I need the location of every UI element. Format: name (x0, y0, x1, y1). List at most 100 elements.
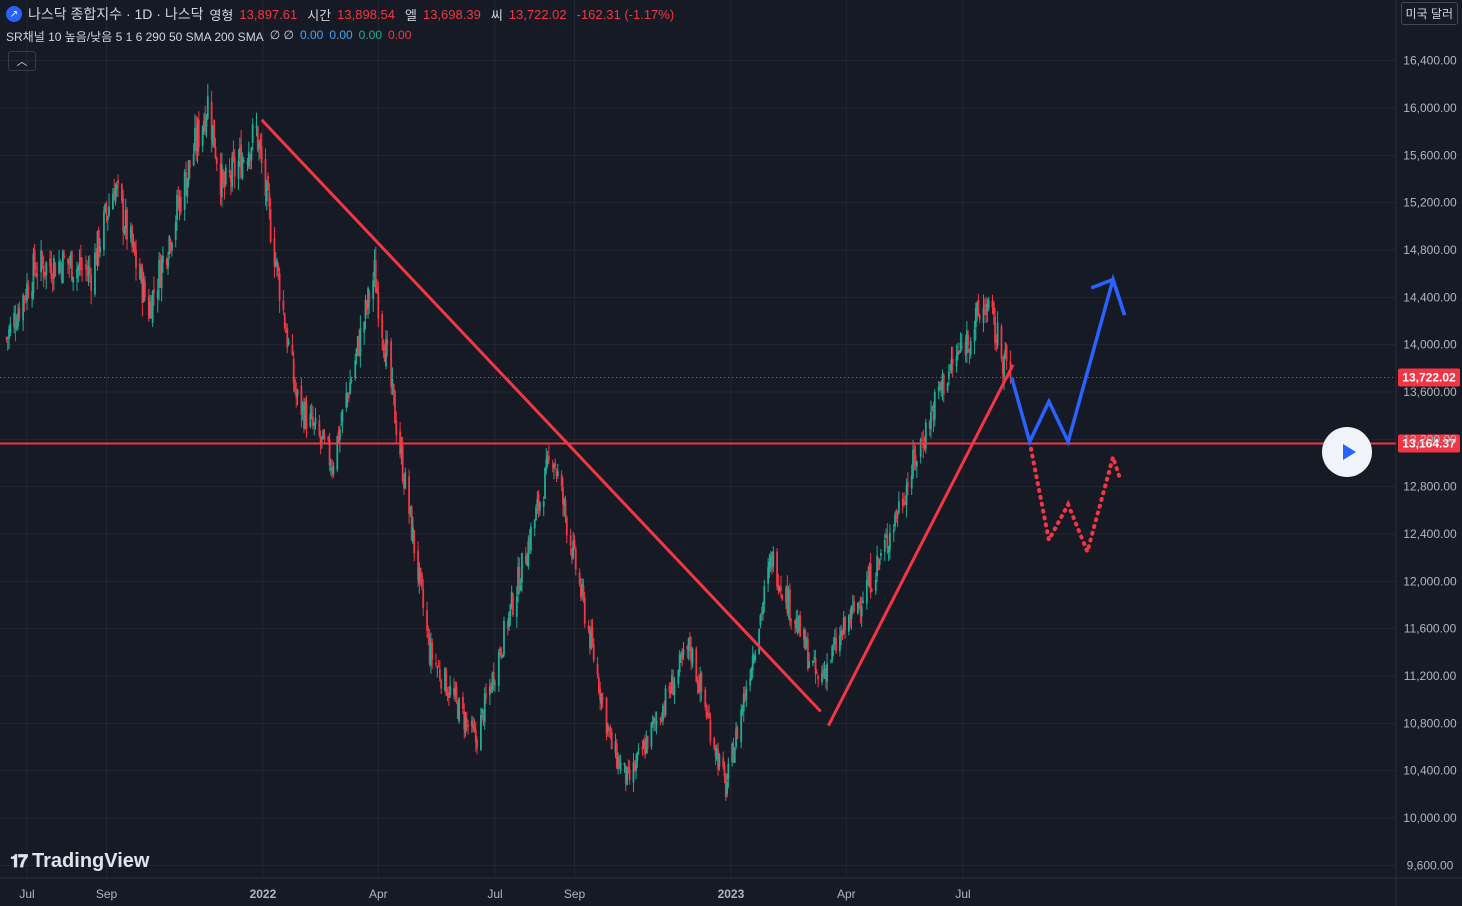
candle-body (741, 708, 744, 712)
candle-body (381, 313, 384, 338)
candle-body (790, 619, 793, 621)
candle-body (950, 359, 953, 371)
candle-body (831, 645, 834, 660)
candle-body (671, 675, 673, 694)
candle-body (597, 677, 600, 693)
candle-body (24, 295, 27, 301)
y-tick-label: 12,400.00 (1403, 527, 1457, 541)
candle-body (812, 660, 814, 664)
candle-body (295, 392, 298, 398)
candle-body (205, 117, 208, 127)
candle-body (651, 721, 654, 724)
candle-body (681, 651, 684, 659)
replay-play-button[interactable] (1322, 427, 1372, 477)
candle-body (215, 157, 218, 164)
candle-body (440, 679, 443, 689)
candle-body (22, 295, 25, 321)
indicator-value-2: 0.00 (329, 28, 353, 42)
candle-body (412, 527, 414, 543)
candle-body (614, 741, 617, 753)
candle-body (114, 188, 117, 203)
high-label: 시간 (307, 7, 332, 23)
candle-body (265, 181, 268, 202)
candle-body (210, 101, 213, 140)
symbol-title[interactable]: 나스닥 종합지수 · 1D · 나스닥 (28, 6, 204, 22)
candle-body (889, 532, 891, 550)
indicator-legend[interactable]: SR채널 10 높음/낮음 5 1 6 290 50 SMA 200 SMA ∅… (6, 28, 411, 45)
candle-body (500, 651, 503, 656)
candle-body (903, 501, 905, 506)
candle-body (390, 341, 393, 387)
currency-button[interactable]: 미국 달러 (1400, 2, 1458, 25)
candle-body (869, 563, 872, 593)
candle-body (789, 589, 791, 622)
grid-lines (0, 0, 1396, 878)
candle-body (849, 619, 852, 624)
candle-body (592, 644, 595, 661)
candle-body (170, 243, 173, 251)
x-tick-label: Apr (837, 887, 856, 901)
candle-body (955, 355, 958, 367)
candle-body (986, 303, 989, 312)
candle-body (609, 729, 612, 732)
candle-body (519, 585, 522, 590)
candle-body (331, 467, 334, 472)
candle-body (580, 584, 582, 598)
candle-body (862, 600, 864, 603)
candle-body (600, 694, 603, 704)
candle-body (367, 288, 369, 309)
y-tick-label: 15,200.00 (1403, 196, 1457, 210)
candle-body (847, 615, 850, 632)
candle-body (70, 251, 73, 281)
tradingview-logo[interactable]: 𝟏𝟕 TradingView (10, 850, 149, 873)
candle-body (736, 727, 739, 739)
candle-body (887, 546, 890, 553)
candle-body (123, 230, 126, 234)
candle-body (644, 743, 646, 755)
candle-body (713, 738, 716, 750)
candle-body (527, 541, 530, 567)
candle-body (160, 259, 163, 289)
candle-body (659, 718, 662, 720)
candle-body (323, 434, 326, 440)
collapse-legend-button[interactable]: ︿ (8, 51, 36, 71)
candle-body (1000, 326, 1003, 359)
candle-body (645, 738, 648, 753)
candle-body (942, 374, 945, 395)
candle-body (304, 401, 307, 428)
y-axis[interactable]: 9,600.00 10,000.00 10,400.00 10,800.00 11,20… (1395, 0, 1457, 906)
y-tick-label: 13,200.00 (1403, 432, 1457, 446)
candle-body (921, 440, 923, 442)
candle-body (449, 685, 452, 696)
candle-body (467, 724, 469, 727)
candle-body (724, 775, 727, 797)
candle-body (696, 680, 699, 685)
candle-body (50, 263, 53, 279)
candle-body (303, 404, 305, 429)
candle-body (732, 746, 735, 763)
candle-body (238, 147, 241, 159)
candle-body (947, 371, 950, 380)
candle-body (269, 209, 272, 242)
candle-body (946, 383, 949, 391)
candle-body (895, 510, 898, 517)
candle-body (337, 431, 340, 443)
candle-body (408, 476, 410, 515)
x-axis[interactable]: Jul Sep 2022 Apr Jul Sep 2023 Apr Jul (0, 877, 1462, 901)
candle-body (364, 300, 367, 319)
candle-body (537, 494, 540, 510)
candle-body (664, 688, 667, 716)
candle-body (700, 672, 703, 692)
candle-body (878, 560, 881, 565)
candle-body (951, 358, 954, 365)
candle-body (237, 161, 240, 179)
candle-body (183, 171, 186, 211)
candle-body (23, 296, 26, 300)
candle-body (781, 595, 784, 600)
candle-body (103, 211, 105, 251)
candle-body (717, 750, 720, 770)
candle-body (204, 115, 207, 132)
candle-body (195, 129, 198, 151)
candle-body (839, 635, 841, 652)
